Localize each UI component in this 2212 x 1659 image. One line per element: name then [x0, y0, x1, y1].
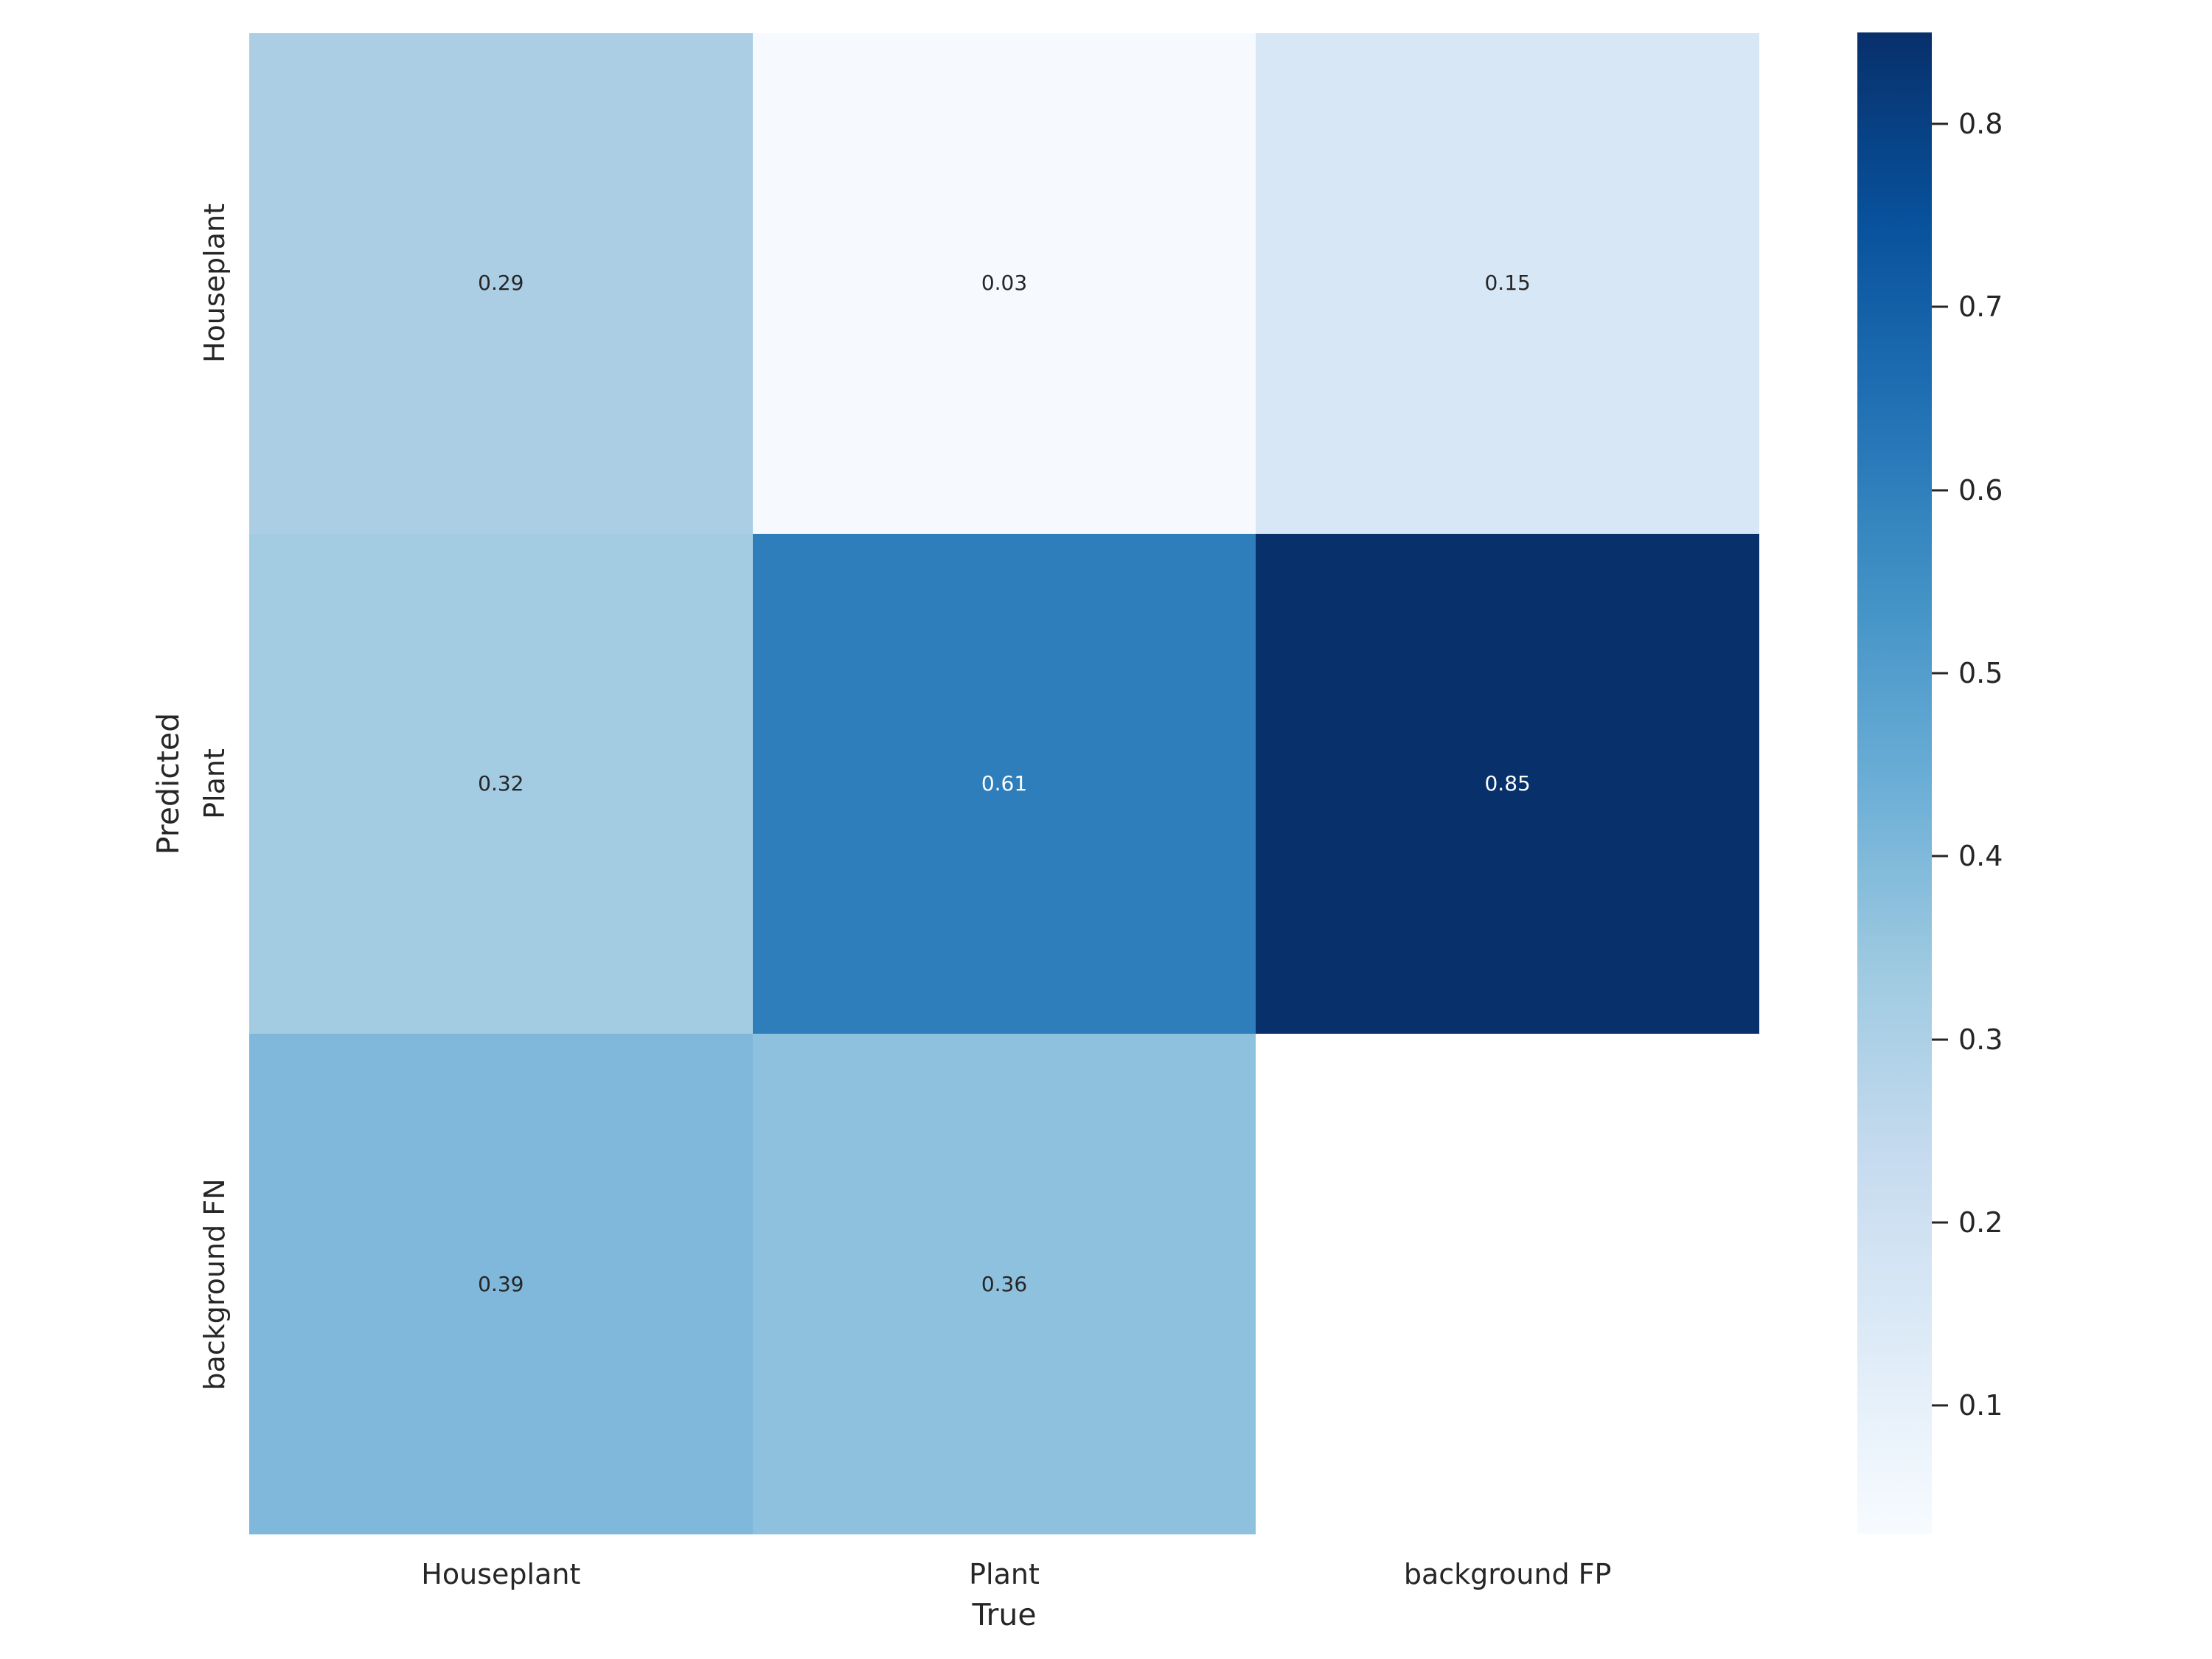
- heatmap-cell-value: 0.32: [478, 771, 524, 796]
- heatmap-cell-value: 0.29: [478, 271, 524, 296]
- x-tick-label: background FP: [1403, 1558, 1612, 1590]
- colorbar-tick-label: 0.2: [1958, 1206, 2003, 1239]
- heatmap-cell: [1256, 1034, 1759, 1534]
- colorbar-tick-label: 0.6: [1958, 473, 2003, 507]
- colorbar-tick-mark: [1932, 672, 1948, 675]
- colorbar-tick-mark: [1932, 489, 1948, 492]
- heatmap-cell-value: 0.15: [1484, 271, 1531, 296]
- heatmap-cell-value: 0.85: [1484, 771, 1531, 796]
- colorbar-tick-mark: [1932, 1038, 1948, 1041]
- colorbar-gradient: [1857, 32, 1932, 1534]
- heatmap-cell: 0.39: [249, 1034, 753, 1534]
- colorbar-tick-mark: [1932, 1404, 1948, 1407]
- colorbar-tick-label: 0.1: [1958, 1389, 2003, 1422]
- y-tick-label: Houseplant: [198, 204, 231, 364]
- y-tick-label: background FN: [198, 1178, 231, 1391]
- x-tick-label: Houseplant: [421, 1558, 581, 1590]
- heatmap-cell: 0.32: [249, 533, 753, 1034]
- heatmap-grid: 0.29 0.03 0.15 0.32 0.61 0.85 0.39 0.36: [249, 33, 1759, 1534]
- colorbar-tick-label: 0.3: [1958, 1023, 2003, 1056]
- heatmap-cell-value: 0.36: [981, 1271, 1028, 1296]
- colorbar-tick-label: 0.4: [1958, 840, 2003, 873]
- y-axis-label: Predicted: [150, 712, 186, 855]
- x-axis-label: True: [972, 1597, 1037, 1632]
- heatmap-cell: 0.15: [1256, 33, 1759, 534]
- colorbar-tick-mark: [1932, 1221, 1948, 1224]
- heatmap-cell-value: 0.03: [981, 271, 1028, 296]
- colorbar-tick-label: 0.8: [1958, 108, 2003, 141]
- heatmap-cell: 0.29: [249, 33, 753, 534]
- colorbar-tick-mark: [1932, 122, 1948, 125]
- colorbar-tick-mark: [1932, 305, 1948, 308]
- heatmap-cell: 0.85: [1256, 533, 1759, 1034]
- heatmap-cell-value: 0.61: [981, 771, 1028, 796]
- colorbar-tick-label: 0.5: [1958, 657, 2003, 690]
- y-tick-label: Plant: [198, 748, 231, 819]
- heatmap-cell: 0.61: [752, 533, 1256, 1034]
- colorbar-tick-mark: [1932, 855, 1948, 858]
- heatmap-cell: 0.03: [752, 33, 1256, 534]
- colorbar-tick-label: 0.7: [1958, 291, 2003, 324]
- heatmap-cell: 0.36: [752, 1034, 1256, 1534]
- x-tick-label: Plant: [969, 1558, 1040, 1590]
- heatmap-cell-value: 0.39: [478, 1271, 524, 1296]
